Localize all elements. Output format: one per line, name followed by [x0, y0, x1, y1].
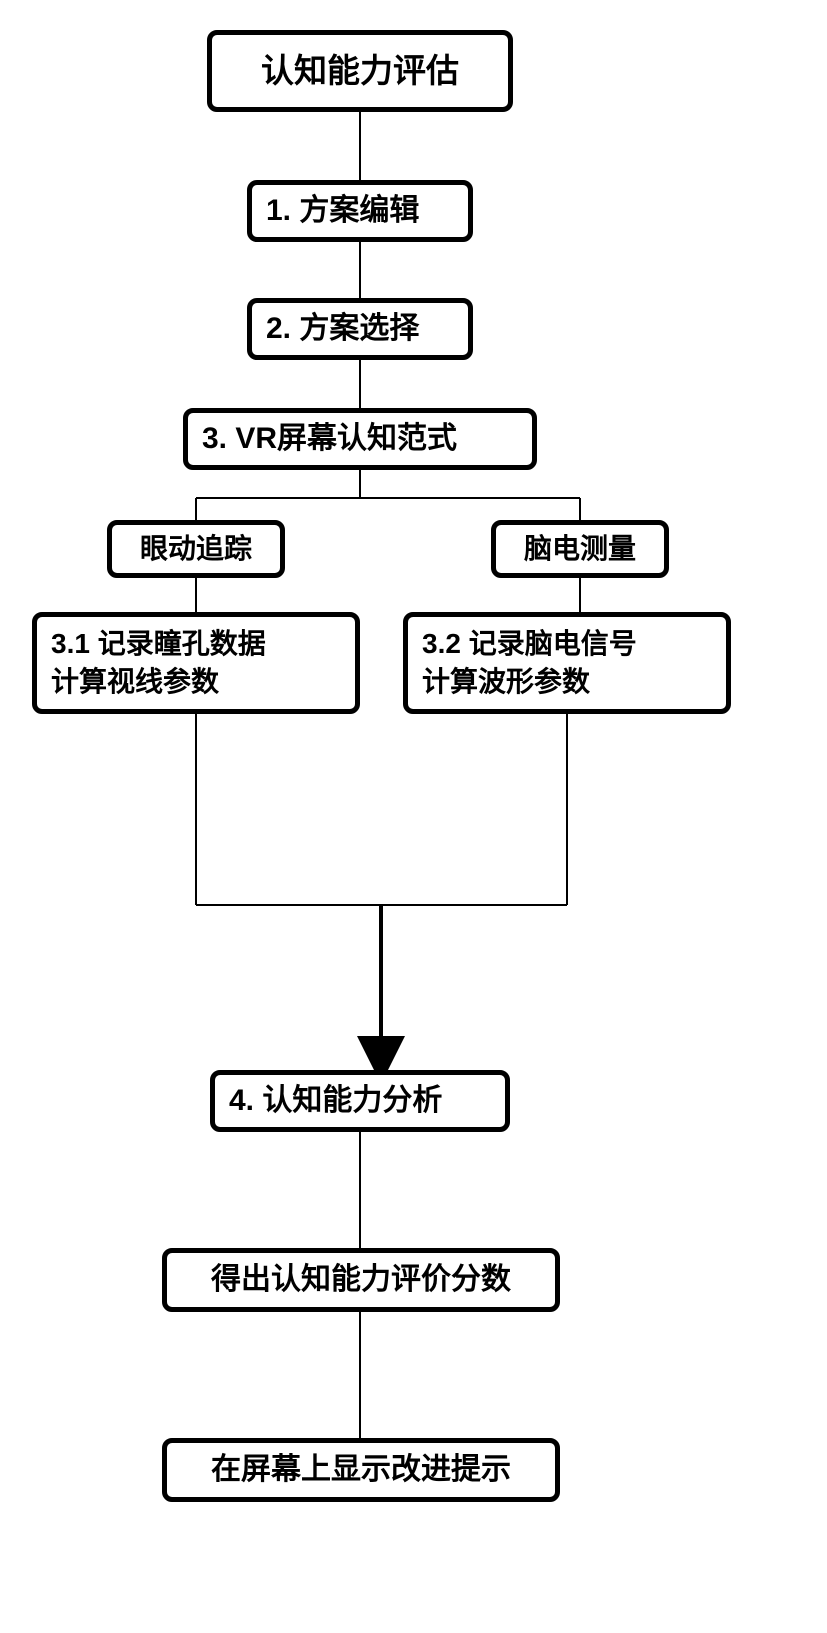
node-result: 得出认知能力评价分数 — [162, 1248, 560, 1312]
node-detail32: 3.2 记录脑电信号 计算波形参数 — [403, 612, 731, 714]
node-display: 在屏幕上显示改进提示 — [162, 1438, 560, 1502]
node-detail31: 3.1 记录瞳孔数据 计算视线参数 — [32, 612, 360, 714]
node-step2: 2. 方案选择 — [247, 298, 473, 360]
node-sub3b-label: 脑电测量 — [524, 530, 636, 568]
node-step4: 4. 认知能力分析 — [210, 1070, 510, 1132]
node-sub3a: 眼动追踪 — [107, 520, 285, 578]
node-result-label: 得出认知能力评价分数 — [211, 1260, 511, 1301]
node-sub3a-label: 眼动追踪 — [140, 530, 252, 568]
node-step2-label: 2. 方案选择 — [266, 309, 419, 350]
flowchart-connectors — [0, 0, 827, 1633]
node-step1-label: 1. 方案编辑 — [266, 191, 419, 232]
node-step4-label: 4. 认知能力分析 — [229, 1081, 442, 1122]
node-title: 认知能力评估 — [207, 30, 513, 112]
node-display-label: 在屏幕上显示改进提示 — [211, 1450, 511, 1491]
node-sub3b: 脑电测量 — [491, 520, 669, 578]
node-detail32-label: 3.2 记录脑电信号 计算波形参数 — [422, 625, 637, 701]
node-detail31-label: 3.1 记录瞳孔数据 计算视线参数 — [51, 625, 266, 701]
node-step3-label: 3. VR屏幕认知范式 — [202, 419, 457, 460]
node-title-label: 认知能力评估 — [261, 49, 459, 94]
node-step3: 3. VR屏幕认知范式 — [183, 408, 537, 470]
node-step1: 1. 方案编辑 — [247, 180, 473, 242]
